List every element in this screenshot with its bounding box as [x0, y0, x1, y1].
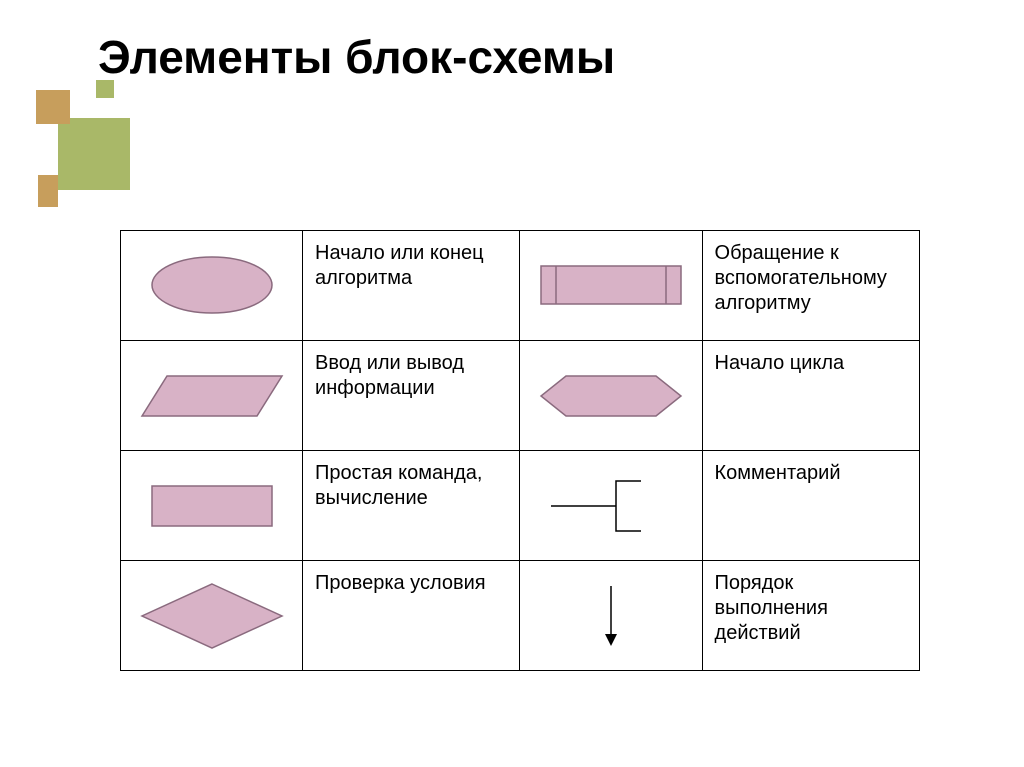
table-row: Простая команда, вычисление Комментарий	[121, 451, 920, 561]
label-subroutine: Обращение к вспомогательному алгоритму	[702, 231, 919, 341]
page-title: Элементы блок-схемы	[98, 30, 615, 84]
shape-parallelogram	[121, 341, 303, 451]
label-rhombus: Проверка условия	[303, 561, 520, 671]
label-ellipse: Начало или конец алгоритма	[303, 231, 520, 341]
flowchart-elements-table: Начало или конец алгоритма Обращение к в…	[120, 230, 920, 671]
shape-hexagon	[520, 341, 702, 451]
label-hexagon: Начало цикла	[702, 341, 919, 451]
shape-comment	[520, 451, 702, 561]
shape-ellipse	[121, 231, 303, 341]
table-row: Ввод или вывод информации Начало цикла	[121, 341, 920, 451]
label-parallelogram: Ввод или вывод информации	[303, 341, 520, 451]
label-arrow: Порядок выполнения действий	[702, 561, 919, 671]
decorative-squares	[36, 80, 156, 200]
label-comment: Комментарий	[702, 451, 919, 561]
table-row: Проверка условия Порядок выполнения дейс…	[121, 561, 920, 671]
shape-arrow	[520, 561, 702, 671]
shape-subroutine	[520, 231, 702, 341]
shape-rhombus	[121, 561, 303, 671]
shape-rectangle	[121, 451, 303, 561]
label-rectangle: Простая команда, вычисление	[303, 451, 520, 561]
table-row: Начало или конец алгоритма Обращение к в…	[121, 231, 920, 341]
